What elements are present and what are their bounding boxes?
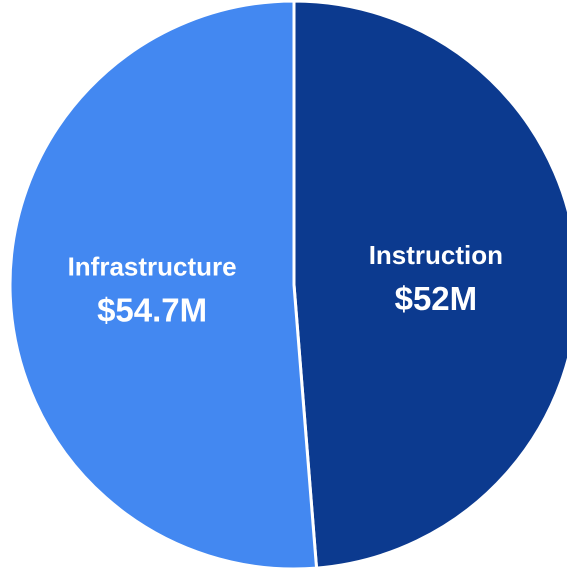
pie-slice [292, 0, 567, 568]
slice-value-label: $52M [395, 280, 478, 317]
pie-slice [8, 0, 319, 568]
slice-value-label: $54.7M [97, 291, 207, 328]
slice-name: Instruction [369, 240, 503, 270]
slice-name: Infrastructure [68, 252, 237, 282]
